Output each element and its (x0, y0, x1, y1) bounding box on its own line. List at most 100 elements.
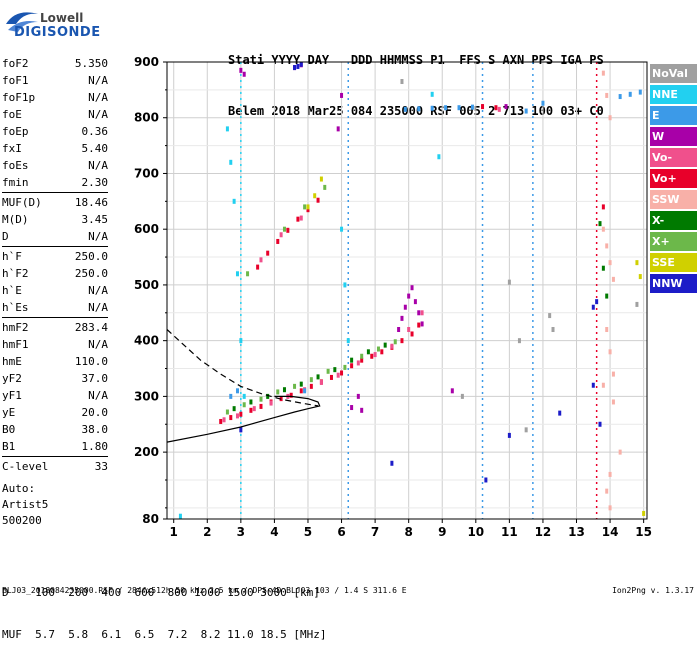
echo-point (450, 388, 454, 394)
param-name: hmE (2, 355, 22, 368)
echo-point (249, 399, 253, 405)
echo-point (246, 271, 250, 277)
param-name: C-level (2, 460, 49, 473)
echo-point (642, 510, 646, 516)
echo-point (605, 243, 609, 249)
y-tick-labels: 80 200 300 400 500 600 700 800 900 (134, 55, 159, 526)
echo-point (558, 410, 562, 416)
echo-point (225, 126, 229, 132)
echo-point (403, 106, 407, 112)
echo-point (591, 382, 595, 388)
echo-point (279, 232, 283, 238)
echo-point (524, 108, 528, 114)
param-name: foF1 (2, 74, 29, 87)
version-label: Ion2Png v. 1.3.17 (612, 586, 694, 595)
echo-point (400, 79, 404, 85)
echo-point (605, 488, 609, 494)
echo-point (497, 106, 501, 112)
param-value: N/A (88, 91, 108, 104)
echo-point (437, 154, 441, 160)
echo-point (383, 342, 387, 348)
auto-version: 500200 (2, 514, 42, 527)
param-name: yF2 (2, 372, 22, 385)
param-separator (2, 456, 108, 457)
distance-row: D 100 200 400 600 800 1000 1500 3000 [km… (2, 586, 320, 599)
echo-point (299, 388, 303, 394)
param-row: fmin 2.30 (2, 174, 108, 191)
echo-point (410, 285, 414, 291)
echo-point (551, 327, 555, 333)
param-name: foF1p (2, 91, 36, 104)
param-value: N/A (88, 74, 108, 87)
echo-point (350, 405, 354, 411)
echo-point (229, 159, 233, 165)
param-value: 33 (94, 460, 108, 473)
legend-item: X+ (650, 232, 697, 251)
param-value: 20.0 (81, 406, 109, 419)
echo-point (517, 338, 521, 344)
echo-point (276, 389, 280, 395)
param-row: foF2 5.350 (2, 55, 108, 72)
parameter-panel: foF2 5.350 foF1 N/A foF1p N/A foE N/A foEp 0.36 fx… (2, 55, 108, 475)
echo-point (316, 197, 320, 203)
echo-point (309, 383, 313, 389)
echo-point (638, 274, 642, 280)
echo-point (306, 204, 310, 210)
legend-item: W (650, 127, 697, 146)
echo-point (380, 349, 384, 355)
echo-point (235, 271, 239, 277)
param-value: 250.0 (74, 267, 108, 280)
param-value: N/A (88, 338, 108, 351)
echo-point (306, 207, 310, 213)
echo-point (608, 349, 612, 355)
plot-frame (166, 61, 648, 520)
echo-point (635, 301, 639, 307)
echo-point (296, 216, 300, 222)
auto-program: Artist5 (2, 498, 49, 511)
echo-point (303, 388, 307, 394)
echo-point (282, 226, 286, 232)
header-labels: Stati YYYY DAY DDD HHMMSS P1 FFS S AXN P… (228, 53, 604, 67)
param-name: yF1 (2, 389, 22, 402)
param-name: h`E (2, 284, 22, 297)
param-name: foE (2, 108, 22, 121)
y-tick-label: 700 (134, 166, 159, 180)
echo-point (286, 227, 290, 233)
param-row: D N/A (2, 228, 108, 245)
echo-point (222, 417, 226, 423)
y-tick-label: 80 (142, 512, 159, 526)
profile-curves (166, 329, 321, 443)
x-tick-label: 2 (203, 525, 211, 539)
profile-solid-curve (166, 395, 321, 443)
param-value: 18.46 (74, 196, 108, 209)
y-tick-label: 900 (134, 55, 159, 69)
param-row: foF1 N/A (2, 72, 108, 89)
chart-legend: NoVal NNE E W Vo- Vo+ SSW X- X+ SSE NNW (650, 64, 697, 295)
echo-point (407, 327, 411, 333)
echo-point (548, 313, 552, 319)
autoscaling-info: Auto: Artist5 500200 (2, 481, 48, 529)
echo-point (618, 94, 622, 100)
y-tick-label: 400 (134, 334, 159, 348)
echo-point (232, 406, 236, 412)
param-row: fxI 5.40 (2, 140, 108, 157)
echo-point (608, 471, 612, 477)
echo-point (484, 477, 488, 483)
echo-point (430, 91, 434, 97)
y-tick-label: 600 (134, 222, 159, 236)
echo-point (598, 421, 602, 427)
echo-point (608, 505, 612, 511)
param-name: M(D) (2, 213, 29, 226)
x-tick-label: 3 (237, 525, 245, 539)
x-tick-label: 13 (568, 525, 585, 539)
echo-point (397, 327, 401, 333)
echo-point (219, 418, 223, 424)
echo-point (289, 392, 293, 398)
x-tick-label: 8 (404, 525, 412, 539)
param-separator (2, 317, 108, 318)
param-name: MUF(D) (2, 196, 42, 209)
profile-dashed-curve (166, 329, 319, 407)
echo-point (430, 105, 434, 111)
echo-point (413, 299, 417, 305)
param-row: C-level 33 (2, 458, 108, 475)
